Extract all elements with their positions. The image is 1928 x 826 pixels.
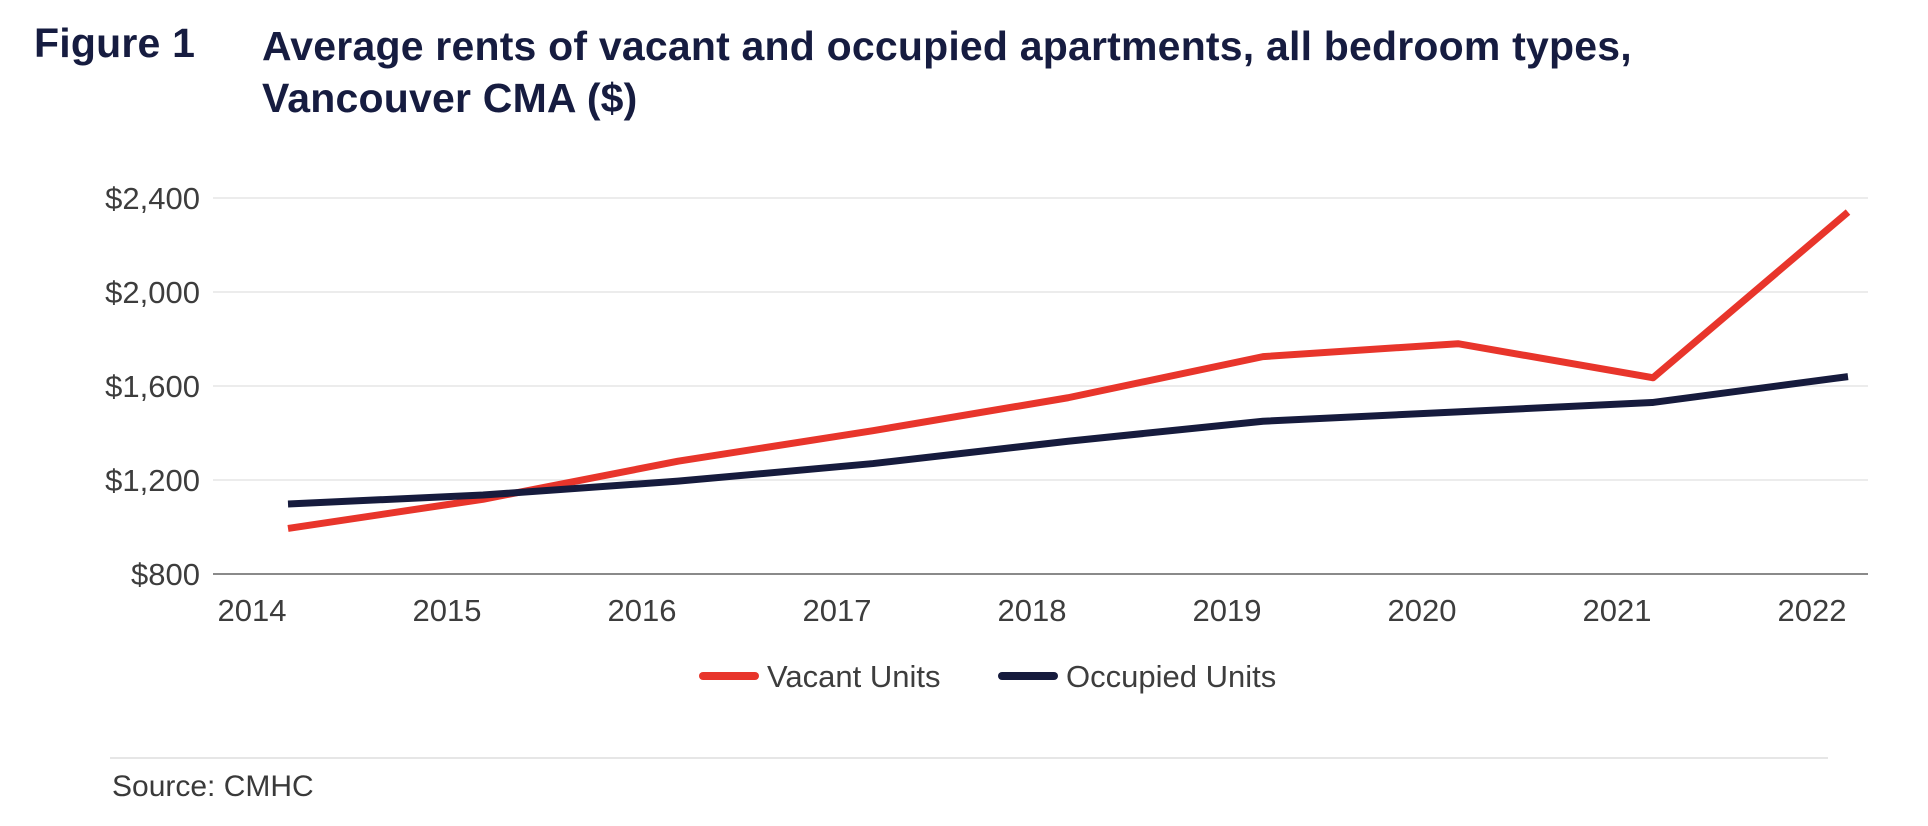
x-tick-label: 2022 [1778, 593, 1847, 628]
y-axis-tick-labels: $800 $1,200 $1,600 $2,000 $2,400 [105, 181, 200, 592]
x-tick-label: 2016 [608, 593, 677, 628]
y-tick-label: $1,200 [105, 463, 200, 498]
x-axis-tick-labels: 2014 2015 2016 2017 2018 2019 2020 2021 2022 [218, 593, 1847, 628]
series-lines [287, 209, 1851, 532]
x-tick-label: 2015 [413, 593, 482, 628]
y-tick-label: $2,000 [105, 275, 200, 310]
occupied-units-line [287, 373, 1849, 508]
y-tick-label: $800 [131, 557, 200, 592]
chart-title: Average rents of vacant and occupied apa… [262, 23, 1632, 121]
legend-label-vacant: Vacant Units [767, 659, 940, 694]
x-tick-label: 2020 [1388, 593, 1457, 628]
grid-lines [213, 197, 1868, 481]
y-tick-label: $1,600 [105, 369, 200, 404]
legend-label-occupied: Occupied Units [1066, 659, 1276, 694]
line-chart: $800$1,200$1,600$2,000$2,400 2014 2015 201… [105, 181, 1868, 694]
legend: Vacant Units Occupied Units [699, 659, 1276, 694]
x-tick-label: 2018 [998, 593, 1067, 628]
figure-label: Figure 1 [34, 20, 196, 66]
vacant-units-line [287, 209, 1851, 532]
y-tick-label: $2,400 [105, 181, 200, 216]
x-tick-label: 2017 [803, 593, 872, 628]
source-divider [110, 757, 1828, 759]
x-tick-label: 2021 [1583, 593, 1652, 628]
x-tick-label: 2019 [1193, 593, 1262, 628]
source-note: Source: CMHC [112, 770, 314, 803]
x-tick-label: 2014 [218, 593, 287, 628]
